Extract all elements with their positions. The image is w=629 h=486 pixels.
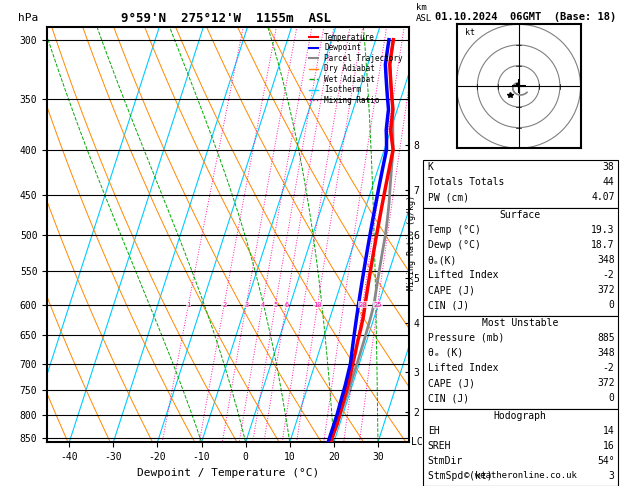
Text: Dewp (°C): Dewp (°C) — [428, 240, 481, 250]
Text: 5: 5 — [274, 302, 277, 308]
Text: CAPE (J): CAPE (J) — [428, 378, 475, 388]
Text: CAPE (J): CAPE (J) — [428, 285, 475, 295]
Text: Lifted Index: Lifted Index — [428, 270, 498, 280]
Text: 348: 348 — [597, 348, 615, 358]
Text: 44: 44 — [603, 177, 615, 188]
Text: Surface: Surface — [499, 210, 541, 220]
Text: kt: kt — [465, 28, 475, 36]
Text: StmDir: StmDir — [428, 456, 463, 466]
Text: Pressure (mb): Pressure (mb) — [428, 333, 504, 343]
Text: 25: 25 — [374, 302, 382, 308]
Text: SREH: SREH — [428, 441, 451, 451]
Text: 372: 372 — [597, 285, 615, 295]
Text: © weatheronline.co.uk: © weatheronline.co.uk — [464, 471, 577, 480]
Legend: Temperature, Dewpoint, Parcel Trajectory, Dry Adiabat, Wet Adiabat, Isotherm, Mi: Temperature, Dewpoint, Parcel Trajectory… — [306, 31, 405, 107]
Text: 18.7: 18.7 — [591, 240, 615, 250]
Text: 14: 14 — [603, 426, 615, 436]
Text: 9°59'N  275°12'W  1155m  ASL: 9°59'N 275°12'W 1155m ASL — [121, 12, 331, 25]
Text: 1: 1 — [186, 302, 191, 308]
Text: 16: 16 — [603, 441, 615, 451]
Text: 6: 6 — [284, 302, 288, 308]
Text: 372: 372 — [597, 378, 615, 388]
Text: 3: 3 — [244, 302, 248, 308]
Text: 3: 3 — [609, 471, 615, 481]
Text: Hodograph: Hodograph — [494, 411, 547, 421]
Text: 885: 885 — [597, 333, 615, 343]
Text: Most Unstable: Most Unstable — [482, 318, 559, 328]
Text: CIN (J): CIN (J) — [428, 300, 469, 311]
Text: 38: 38 — [603, 162, 615, 173]
Text: θₑ(K): θₑ(K) — [428, 255, 457, 265]
Text: 0: 0 — [609, 393, 615, 403]
Text: StmSpd (kt): StmSpd (kt) — [428, 471, 493, 481]
Text: 4.07: 4.07 — [591, 192, 615, 203]
Text: 19.3: 19.3 — [591, 225, 615, 235]
Text: 0: 0 — [609, 300, 615, 311]
Text: Lifted Index: Lifted Index — [428, 363, 498, 373]
Text: 4: 4 — [260, 302, 265, 308]
Text: CIN (J): CIN (J) — [428, 393, 469, 403]
Text: -2: -2 — [603, 363, 615, 373]
Text: PW (cm): PW (cm) — [428, 192, 469, 203]
Text: EH: EH — [428, 426, 440, 436]
Text: Totals Totals: Totals Totals — [428, 177, 504, 188]
Text: Temp (°C): Temp (°C) — [428, 225, 481, 235]
Text: 54°: 54° — [597, 456, 615, 466]
Text: -2: -2 — [603, 270, 615, 280]
Text: K: K — [428, 162, 433, 173]
X-axis label: Dewpoint / Temperature (°C): Dewpoint / Temperature (°C) — [137, 468, 319, 478]
Text: 01.10.2024  06GMT  (Base: 18): 01.10.2024 06GMT (Base: 18) — [435, 12, 616, 22]
Text: Mixing Ratio (g/kg): Mixing Ratio (g/kg) — [408, 195, 416, 291]
Text: 10: 10 — [313, 302, 322, 308]
Text: hPa: hPa — [18, 13, 38, 22]
Text: km
ASL: km ASL — [416, 3, 432, 22]
Text: θₑ (K): θₑ (K) — [428, 348, 463, 358]
Text: LCL: LCL — [411, 437, 428, 447]
Text: 2: 2 — [222, 302, 226, 308]
Text: 20: 20 — [359, 302, 367, 308]
Text: 348: 348 — [597, 255, 615, 265]
